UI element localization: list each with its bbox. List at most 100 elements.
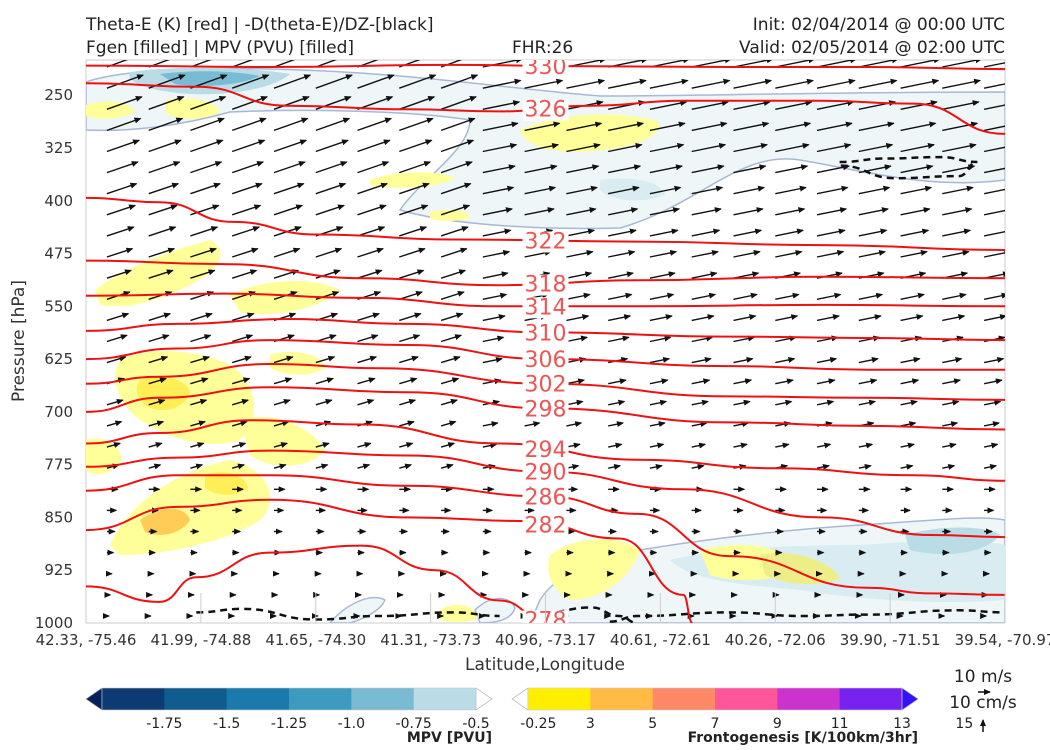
theta-e-label-bg — [522, 274, 569, 296]
wind-vector — [315, 117, 351, 132]
theta-e-contour — [86, 386, 1005, 431]
wind-vector — [649, 463, 663, 470]
wind-vector — [942, 378, 962, 385]
wind-vector — [816, 463, 830, 470]
wind-vector — [900, 121, 937, 132]
wind-vector — [733, 249, 761, 258]
wind-vector — [566, 421, 583, 428]
x-axis-label: Latitude,Longitude — [465, 655, 625, 675]
fgen-region — [95, 240, 221, 307]
wind-vector — [231, 334, 254, 343]
wind-vector — [273, 161, 306, 174]
theta-e-contour — [86, 339, 1005, 371]
wind-vector — [190, 95, 227, 110]
y-tick-label: 400 — [44, 192, 73, 210]
mpv-colorbar-label: MPV [PVU] — [407, 730, 492, 746]
wind-vector — [858, 292, 884, 300]
wind-vector — [482, 356, 503, 364]
wind-vector — [608, 271, 634, 279]
wind-vector — [983, 421, 1000, 428]
wind-vector — [524, 421, 541, 428]
wind-vector — [148, 377, 167, 385]
wind-vector — [315, 74, 353, 89]
wind-vector — [649, 228, 679, 237]
y-tick-label: 250 — [44, 86, 73, 104]
wind-vector — [440, 290, 465, 300]
wind-vector — [190, 420, 206, 427]
wind-vector — [691, 442, 707, 449]
fgen-region — [430, 210, 470, 221]
wind-vector — [649, 335, 672, 343]
wind-vector — [399, 463, 413, 470]
wind-vector — [608, 292, 633, 300]
wind-vector — [983, 125, 1005, 132]
colorbar-outline — [527, 687, 903, 711]
wind-vector — [858, 378, 878, 385]
wind-vector — [106, 312, 130, 322]
wind-vector — [566, 249, 594, 258]
wind-vector — [190, 226, 219, 237]
colorbar-tick-label: -0.25 — [520, 716, 556, 732]
y-tick-label: 850 — [44, 508, 73, 526]
wind-vector — [440, 442, 456, 448]
wind-vector — [190, 463, 204, 470]
theta-e-label-bg — [522, 374, 569, 396]
wind-vector — [231, 355, 252, 364]
wind-vector — [357, 247, 384, 258]
wind-vector — [691, 185, 724, 195]
wind-vector — [148, 355, 169, 364]
wind-vector — [816, 164, 851, 174]
wind-vector — [315, 204, 345, 216]
wind-vector — [816, 292, 842, 300]
wind-vector — [440, 182, 472, 195]
wind-vector — [775, 164, 809, 174]
wind-vector — [273, 442, 289, 448]
colorbar-segment — [652, 688, 716, 710]
wind-vector — [942, 100, 980, 110]
wind-vector — [942, 185, 974, 195]
wind-vector — [273, 182, 305, 195]
wind-vector — [273, 139, 308, 153]
fgen-region — [230, 280, 340, 314]
wind-vector — [858, 442, 874, 449]
wind-vector — [649, 271, 676, 279]
wind-vector — [983, 104, 1005, 110]
wind-vector — [900, 463, 914, 470]
wind-vector — [775, 249, 803, 258]
wind-vector — [315, 139, 349, 153]
wind-vector — [983, 249, 1005, 258]
wind-vector — [148, 95, 185, 110]
wind-vector — [231, 74, 270, 89]
wind-vector — [691, 100, 729, 110]
wind-vector — [524, 249, 552, 258]
wind-vector — [148, 420, 165, 427]
theta-e-contour — [86, 498, 694, 623]
wind-vector — [566, 142, 601, 153]
wind-vector — [733, 185, 766, 195]
colorbar-segment — [351, 688, 415, 710]
wind-vector — [231, 95, 269, 110]
wind-vector — [232, 420, 248, 427]
wind-vector — [357, 334, 379, 343]
wind-vector — [482, 185, 515, 195]
wind-vector — [816, 314, 840, 322]
theta-e-label: 282 — [525, 513, 567, 538]
wind-vector — [148, 182, 180, 195]
wind-vector — [440, 377, 460, 385]
wind-vector — [357, 95, 394, 110]
y-tick-label: 775 — [44, 456, 73, 474]
colorbar-segment — [413, 688, 477, 710]
wind-vector — [106, 95, 143, 110]
wind-vector — [566, 271, 593, 279]
wind-vector — [816, 60, 858, 68]
wind-vector — [357, 442, 372, 448]
wind-vector — [231, 377, 251, 385]
x-tick-label: 39.54, -70.97 — [955, 631, 1050, 649]
wind-vector — [649, 207, 681, 216]
wind-vector — [190, 377, 209, 385]
wind-vector — [858, 399, 877, 406]
wind-vector — [190, 312, 213, 322]
wind-vector — [357, 161, 390, 174]
wind-vector — [148, 226, 177, 237]
wind-vector — [399, 420, 415, 427]
